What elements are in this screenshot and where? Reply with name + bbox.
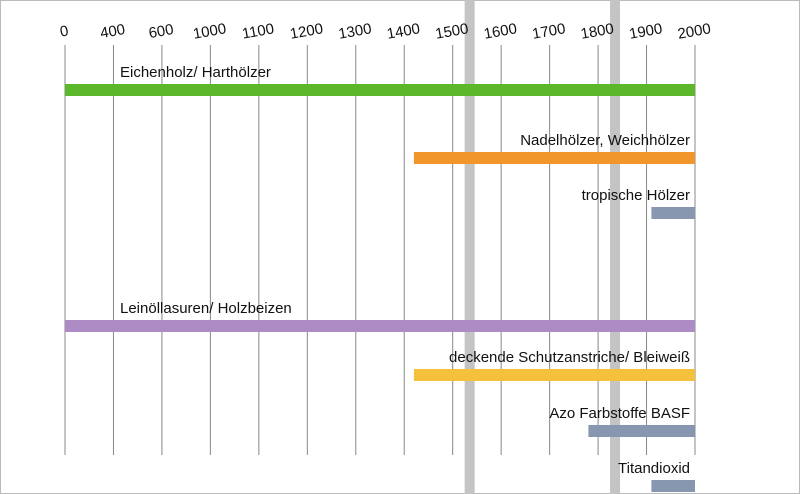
timeline-bar xyxy=(413,369,695,381)
x-tick-label: 1300 xyxy=(337,20,373,43)
bar-label: Leinöllasuren/ Holzbeizen xyxy=(120,300,292,317)
x-tick-label: 1700 xyxy=(531,20,567,43)
timeline-bar xyxy=(651,480,695,492)
x-tick-label: 2000 xyxy=(676,20,712,43)
bar-label: deckende Schutzanstriche/ Bleiweiß xyxy=(449,349,690,366)
x-tick-label: 0 xyxy=(59,22,70,40)
highlight-band xyxy=(610,0,621,494)
timeline-bar xyxy=(413,152,695,164)
bar-label: Eichenholz/ Harthölzer xyxy=(120,64,271,81)
timeline-bar xyxy=(65,320,695,332)
highlight-band xyxy=(464,0,475,494)
x-tick-label: 1400 xyxy=(386,20,422,43)
x-tick-label: 600 xyxy=(147,21,175,42)
bar-label: Azo Farbstoffe BASF xyxy=(549,405,690,422)
x-tick-label: 1200 xyxy=(289,20,325,43)
x-tick-label: 400 xyxy=(99,21,127,42)
bar-label: tropische Hölzer xyxy=(582,187,690,204)
timeline-bar xyxy=(65,84,695,96)
x-tick-label: 1500 xyxy=(434,20,470,43)
x-tick-label: 1600 xyxy=(482,20,518,43)
timeline-bar xyxy=(588,425,695,437)
timeline-bar xyxy=(651,207,695,219)
x-tick-label: 1100 xyxy=(241,20,276,42)
x-tick-label: 1000 xyxy=(192,20,228,43)
x-tick-label: 1900 xyxy=(628,20,664,43)
x-tick-label: 1800 xyxy=(579,20,615,43)
bar-label: Titandioxid xyxy=(618,460,690,477)
bar-label: Nadelhölzer, Weichhölzer xyxy=(520,132,690,149)
